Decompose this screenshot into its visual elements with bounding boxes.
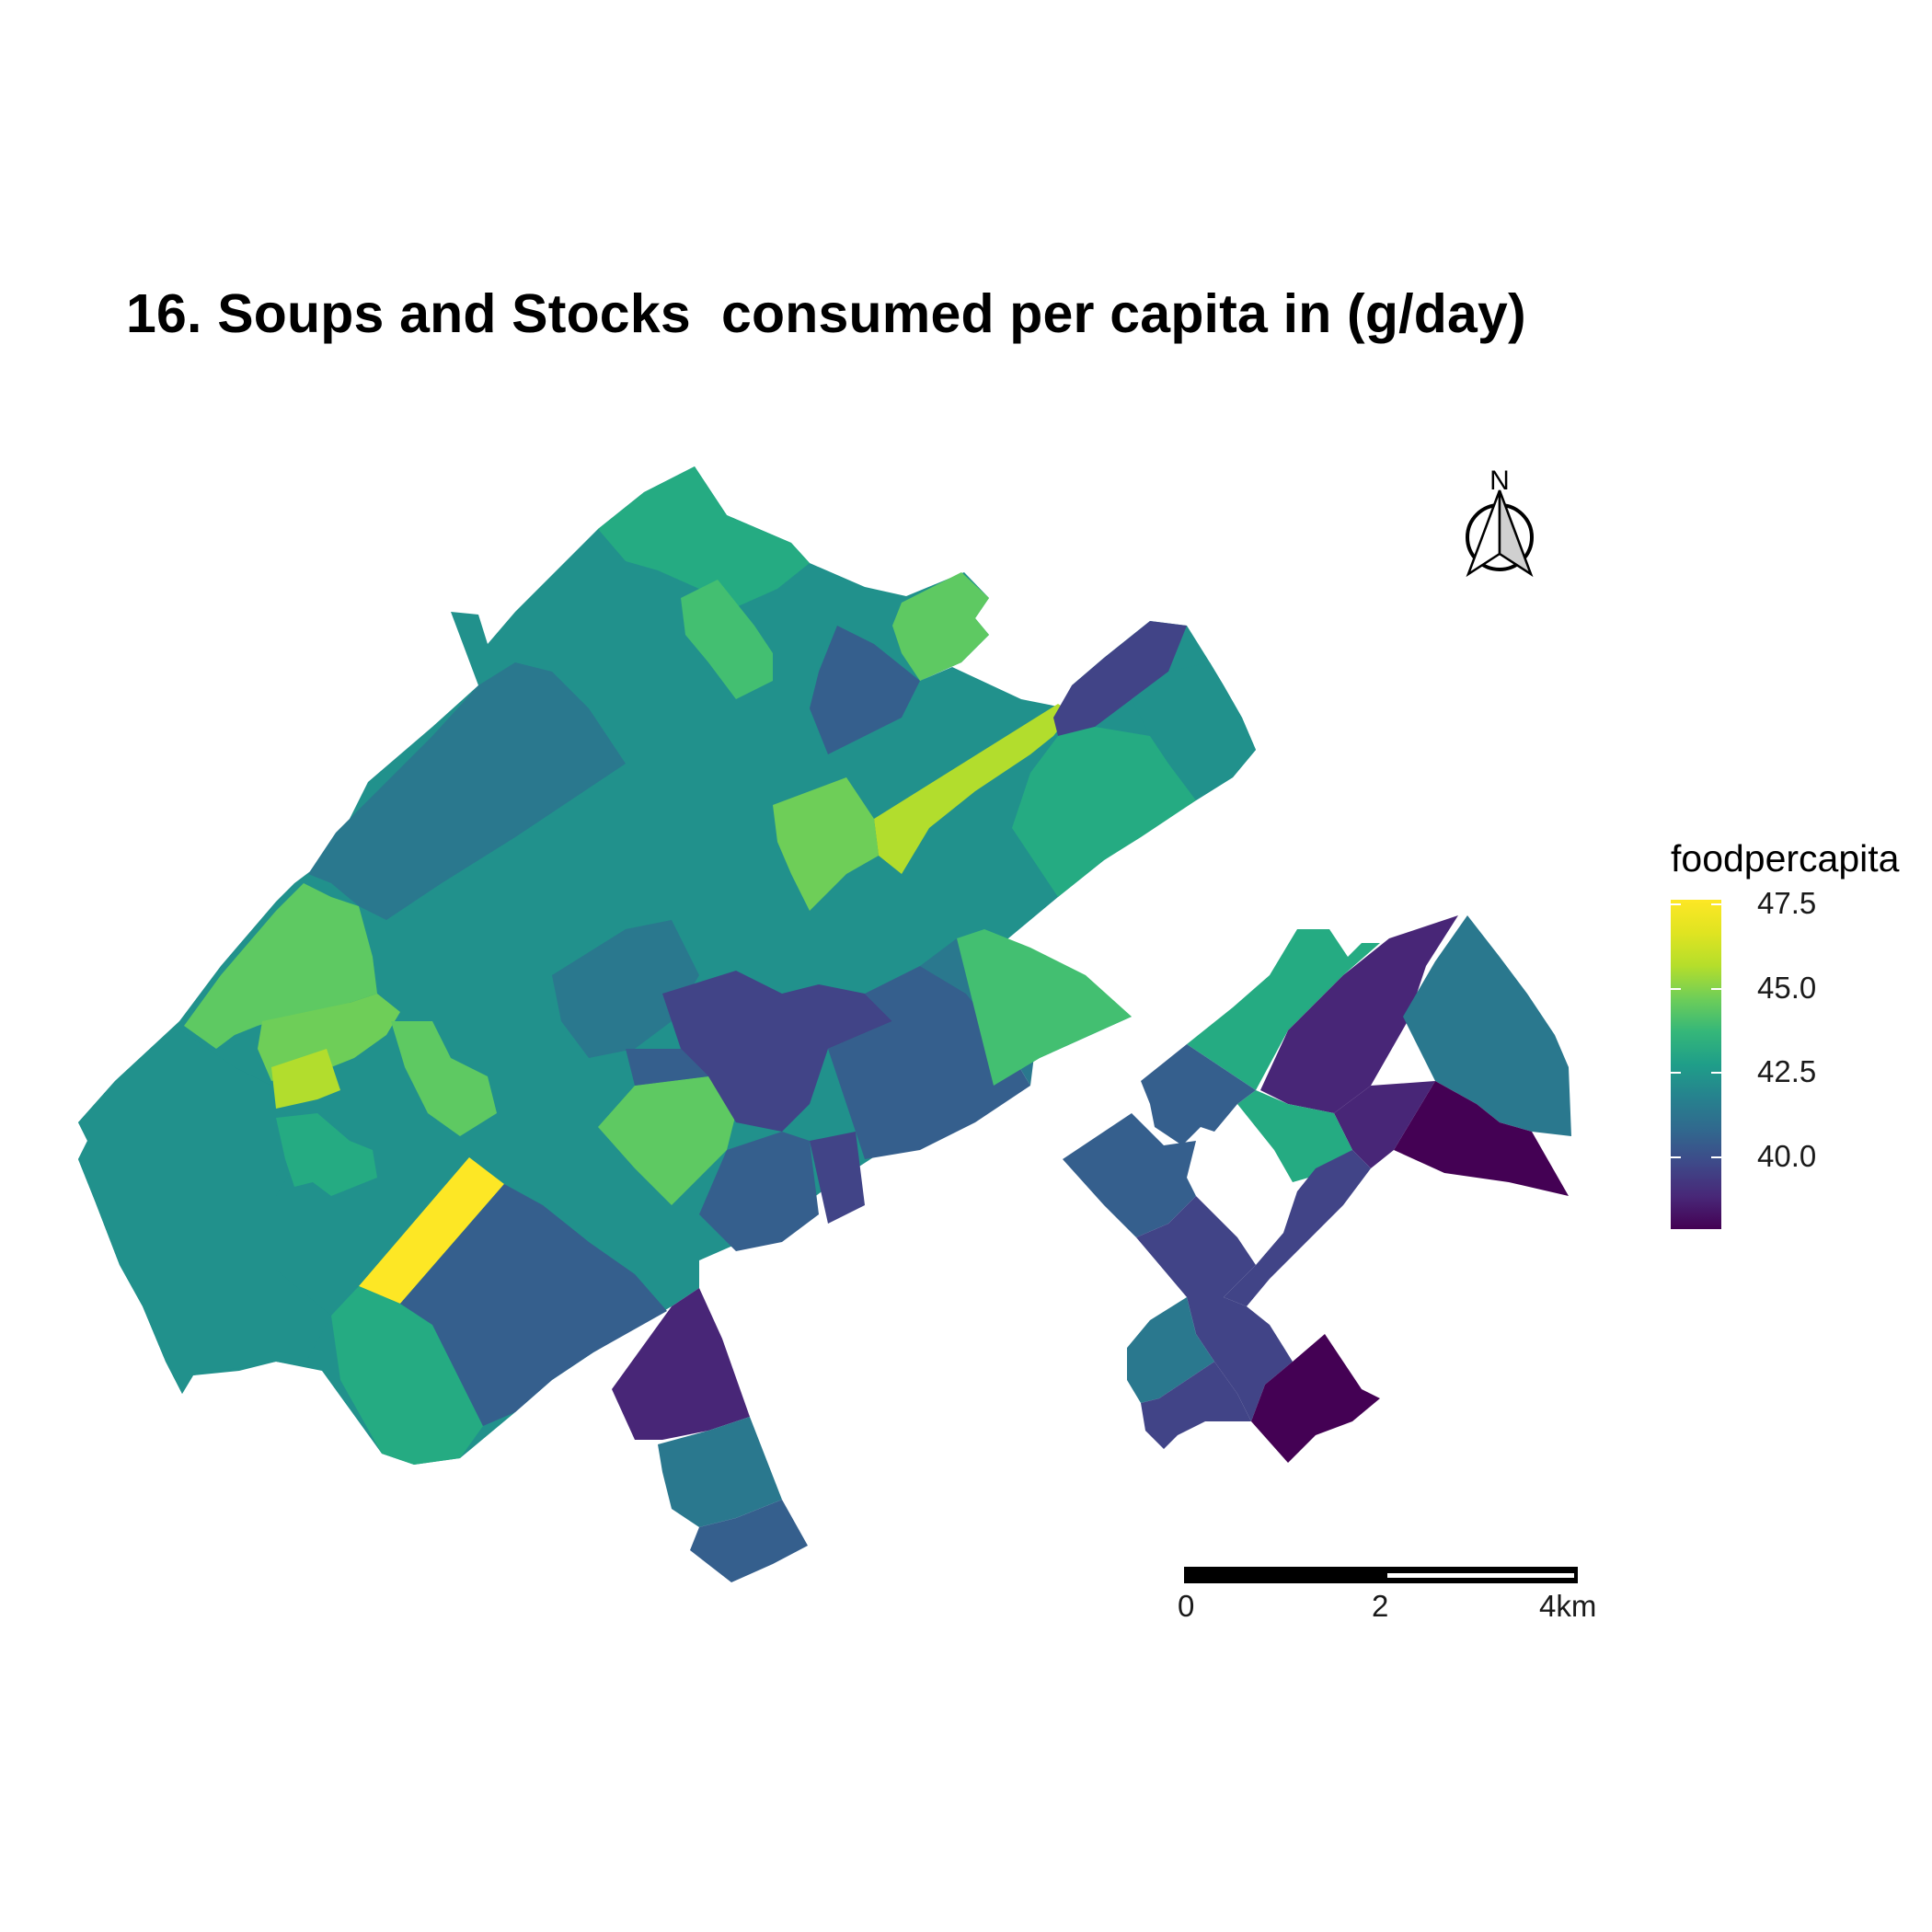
district-central-green	[598, 1076, 736, 1205]
north-arrow-left-half	[1466, 489, 1501, 578]
district-central-north-green	[773, 777, 879, 911]
north-arrow-right-half	[1498, 489, 1534, 578]
district-east-tealgreen	[1012, 727, 1196, 897]
district-east-cluster-indigo-4	[1141, 1362, 1251, 1449]
district-north-green	[681, 580, 773, 699]
district-east-cluster-blue	[1141, 1044, 1256, 1145]
district-lime-small	[271, 1049, 340, 1109]
district-central-blue-2	[699, 1132, 819, 1251]
district-west-large	[308, 662, 626, 920]
legend-gradient-bar	[1671, 900, 1721, 1229]
district-east-cluster-indigo-3	[1187, 1297, 1293, 1421]
district-north-blue	[810, 626, 920, 754]
district-east-cluster-blue-2	[1063, 1113, 1196, 1237]
scale-label-0: 0	[1178, 1589, 1195, 1623]
legend-label-45.0: 45.0	[1757, 971, 1817, 1005]
district-central-indigo-2	[810, 1132, 865, 1224]
district-north-lobe	[598, 466, 810, 607]
district-sw-bottom	[331, 1286, 483, 1465]
district-east-cluster-tealblue	[1403, 915, 1571, 1136]
district-east-cluster-indigo-2	[1224, 1150, 1371, 1306]
legend-title: foodpercapita	[1671, 837, 1900, 880]
district-sw-tealgreen	[276, 1113, 377, 1196]
legend-colorbar	[1671, 900, 1721, 1229]
legend-ticks	[1671, 903, 1721, 1158]
district-central-teal	[552, 920, 699, 1058]
district-south-blue	[400, 1184, 667, 1426]
north-arrow-label: N	[1489, 466, 1510, 496]
district-east-cluster-darkpurple-2	[1251, 1334, 1380, 1463]
district-east-cluster-indigo	[1136, 1196, 1256, 1297]
district-east-teal	[1132, 662, 1256, 800]
district-far-west	[78, 1026, 331, 1394]
legend-label-42.5: 42.5	[1757, 1054, 1817, 1088]
district-yellow-max	[359, 1157, 504, 1304]
main-city-districts	[78, 466, 1256, 1582]
district-lime-strip	[874, 704, 1072, 874]
district-east-green	[957, 929, 1132, 1086]
district-east-cluster-darkpurple	[1394, 1081, 1569, 1196]
district-central-blue	[626, 1049, 708, 1086]
district-east-cluster-purple	[1260, 915, 1458, 1113]
district-east-indigo	[1053, 621, 1187, 736]
district-south-stem-blue	[690, 1500, 808, 1582]
scale-label-2: 2	[1372, 1589, 1389, 1623]
district-central-indigo	[662, 971, 892, 1132]
scale-bar-black-segment	[1184, 1567, 1386, 1583]
district-east-cluster-teal	[1187, 929, 1380, 1090]
district-south-stem-teal	[658, 1417, 782, 1527]
scale-label-4km: 4km	[1539, 1589, 1597, 1623]
map-title: 16. Soups and Stocks consumed per capita…	[126, 283, 1526, 344]
district-west-green-2	[258, 994, 400, 1081]
scale-bar	[1184, 1567, 1578, 1583]
district-east-cluster-purple-2	[1334, 1081, 1435, 1168]
district-south-stem-purple	[612, 1288, 750, 1440]
legend-label-40.0: 40.0	[1757, 1139, 1817, 1173]
district-ne-green	[892, 572, 989, 681]
east-cluster-districts	[1063, 915, 1571, 1463]
district-sw-green	[391, 1021, 497, 1136]
north-arrow: N	[1466, 466, 1534, 578]
legend-label-47.5: 47.5	[1757, 886, 1817, 920]
district-east-cluster-tealblue-2	[1127, 1297, 1214, 1403]
district-east-cluster-tealgreen-2	[1237, 1090, 1352, 1182]
